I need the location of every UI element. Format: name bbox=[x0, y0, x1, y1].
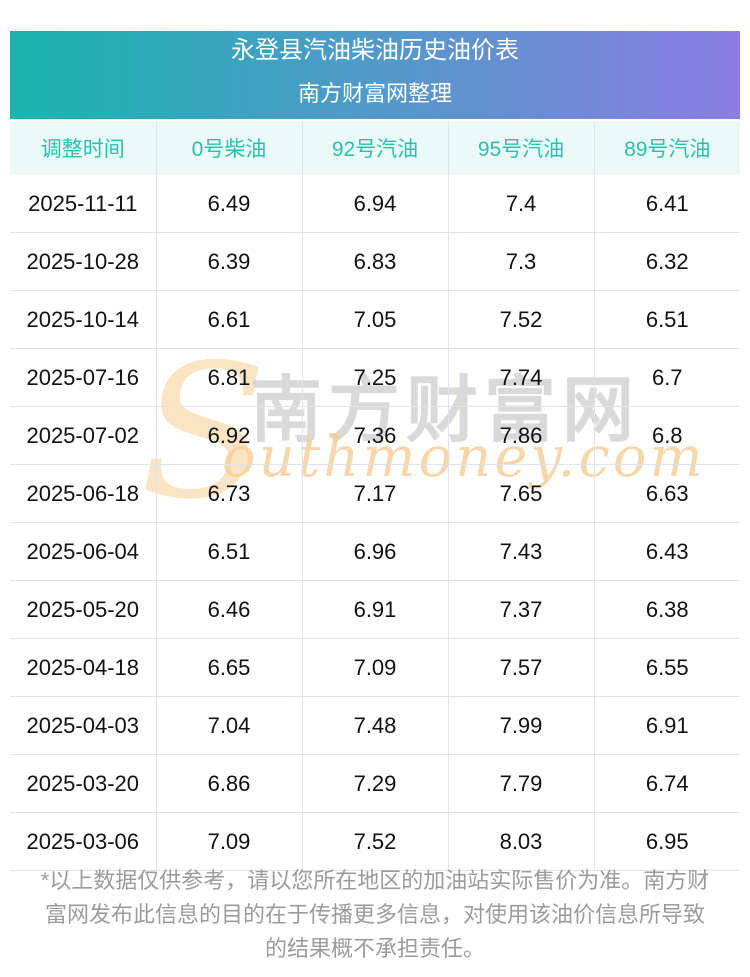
price-cell: 7.86 bbox=[447, 406, 594, 465]
price-cell: 7.37 bbox=[447, 580, 594, 639]
table-row: 2025-03-06 7.09 7.52 8.03 6.95 bbox=[10, 812, 740, 871]
price-cell: 6.96 bbox=[301, 522, 448, 581]
date-cell: 2025-11-11 bbox=[28, 190, 138, 216]
date-cell: 2025-05-20 bbox=[10, 580, 156, 639]
table-row: 2025-04-18 6.65 7.09 7.57 6.55 bbox=[10, 638, 740, 697]
column-header-2: 92号汽油 bbox=[301, 121, 448, 175]
price-cell: 6.92 bbox=[155, 406, 302, 465]
column-header-4: 89号汽油 bbox=[593, 121, 740, 175]
price-cell: 6.39 bbox=[155, 232, 302, 291]
price-cell: 7.36 bbox=[301, 406, 448, 465]
date-cell: 2025-06-04 bbox=[10, 522, 156, 581]
price-cell: 7.79 bbox=[447, 754, 594, 813]
price-cell: 7.48 bbox=[301, 696, 448, 755]
table-row: 2025-05-20 6.46 6.91 7.37 6.38 bbox=[10, 580, 740, 639]
price-cell: 7.3 bbox=[447, 232, 594, 291]
price-cell: 7.52 bbox=[447, 290, 594, 349]
price-cell: 6.81 bbox=[155, 348, 302, 407]
price-cell: 6.83 bbox=[301, 232, 448, 291]
price-cell: 6.95 bbox=[593, 812, 740, 871]
price-cell: 7.4 bbox=[447, 175, 594, 233]
table-row: 2025-03-20 6.86 7.29 7.79 6.74 bbox=[10, 754, 740, 813]
table-row: 2025-04-03 7.04 7.48 7.99 6.91 bbox=[10, 696, 740, 755]
price-cell: 7.05 bbox=[301, 290, 448, 349]
table-row: 2025-07-16 6.81 7.25 7.74 6.7 bbox=[10, 348, 740, 407]
price-cell: 6.51 bbox=[155, 522, 302, 581]
price-cell: 6.55 bbox=[593, 638, 740, 697]
price-cell: 6.74 bbox=[593, 754, 740, 813]
date-cell: 2025-07-16 bbox=[10, 348, 156, 407]
price-cell: 6.46 bbox=[155, 580, 302, 639]
table-row: 2025-11-11 6.49 6.94 7.4 6.41 bbox=[10, 175, 740, 233]
price-cell: 6.65 bbox=[155, 638, 302, 697]
column-header-1: 0号柴油 bbox=[155, 121, 302, 175]
page-subtitle: 南方财富网整理 bbox=[297, 81, 452, 106]
table-body: 2025-11-11 6.49 6.94 7.4 6.41 2025-10-28 6.39 6… bbox=[10, 175, 740, 871]
table-row: 2025-07-02 6.92 7.36 7.86 6.8 bbox=[10, 406, 740, 465]
price-cell: 7.99 bbox=[447, 696, 594, 755]
date-cell: 2025-03-06 bbox=[10, 812, 156, 871]
price-cell: 6.8 bbox=[593, 406, 740, 465]
date-cell: 2025-04-03 bbox=[10, 696, 156, 755]
price-cell: 7.09 bbox=[301, 638, 448, 697]
price-cell: 7.29 bbox=[301, 754, 448, 813]
price-cell: 6.63 bbox=[593, 464, 740, 523]
price-cell: 7.65 bbox=[447, 464, 594, 523]
table-row: 2025-10-14 6.61 7.05 7.52 6.51 bbox=[10, 290, 740, 349]
price-cell: 7.04 bbox=[155, 696, 302, 755]
header-banner: 永登县汽油柴油历史油价表 南方财富网整理 bbox=[10, 31, 740, 119]
date-cell: 2025-03-20 bbox=[10, 754, 156, 813]
date-cell: 2025-10-14 bbox=[10, 290, 156, 349]
price-cell: 8.03 bbox=[447, 812, 594, 871]
table-header-row: 调整时间 0号柴油 92号汽油 95号汽油 89号汽油 bbox=[10, 121, 740, 175]
column-header-3: 95号汽油 bbox=[447, 121, 594, 175]
price-cell: 6.73 bbox=[155, 464, 302, 523]
price-cell: 7.25 bbox=[301, 348, 448, 407]
date-cell: 2025-07-02 bbox=[10, 406, 156, 465]
price-cell: 7.17 bbox=[301, 464, 448, 523]
price-cell: 6.32 bbox=[593, 232, 740, 291]
table-header: 调整时间 0号柴油 92号汽油 95号汽油 89号汽油 bbox=[10, 121, 740, 175]
price-cell: 6.7 bbox=[593, 348, 740, 407]
disclaimer-text: *以上数据仅供参考，请以您所在地区的加油站实际售价为准。南方财富网发布此信息的目… bbox=[40, 868, 710, 961]
date-cell: 2025-04-18 bbox=[10, 638, 156, 697]
date-cell: 2025-06-18 bbox=[10, 464, 156, 523]
price-cell: 6.43 bbox=[593, 522, 740, 581]
price-cell: 6.51 bbox=[593, 290, 740, 349]
price-cell: 6.94 bbox=[301, 175, 448, 233]
date-cell: 2025-10-28 bbox=[10, 232, 156, 291]
price-cell: 6.91 bbox=[593, 696, 740, 755]
price-cell: 6.61 bbox=[155, 290, 302, 349]
page-title: 永登县汽油柴油历史油价表 bbox=[231, 37, 519, 64]
price-cell: 6.86 bbox=[155, 754, 302, 813]
price-cell: 7.57 bbox=[447, 638, 594, 697]
price-cell: 7.09 bbox=[155, 812, 302, 871]
price-cell: 6.41 bbox=[593, 175, 740, 233]
price-cell: 7.52 bbox=[301, 812, 448, 871]
column-header-0: 调整时间 bbox=[10, 121, 156, 175]
price-cell: 6.91 bbox=[301, 580, 448, 639]
price-cell: 6.49 bbox=[155, 175, 302, 233]
table-row: 2025-06-04 6.51 6.96 7.43 6.43 bbox=[10, 522, 740, 581]
price-cell: 7.43 bbox=[447, 522, 594, 581]
price-cell: 7.74 bbox=[447, 348, 594, 407]
price-table: 调整时间 0号柴油 92号汽油 95号汽油 89号汽油 2025-11-11 6.49 6.… bbox=[10, 121, 740, 871]
price-cell: 6.38 bbox=[593, 580, 740, 639]
table-row: 2025-06-18 6.73 7.17 7.65 6.63 bbox=[10, 464, 740, 523]
table-row: 2025-10-28 6.39 6.83 7.3 6.32 bbox=[10, 232, 740, 291]
